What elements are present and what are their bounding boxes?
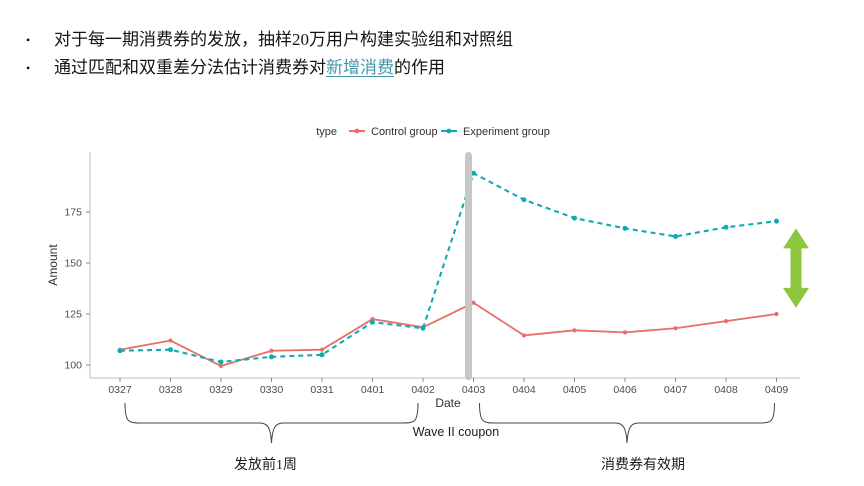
data-point-experiment [218,359,224,365]
bullet-item-1: • 对于每一期消费券的发放，抽样20万用户构建实验组和对照组 [26,26,666,54]
data-point-control [723,319,729,324]
bullet-item-2: • 通过匹配和双重差分法估计消费券对新增消费的作用 [26,54,666,82]
x-tick-label: 0408 [714,384,738,396]
bullet-text-1: 对于每一期消费券的发放，抽样20万用户构建实验组和对照组 [54,30,513,49]
coupon-wave-label: Wave II coupon [413,425,499,439]
brace-label-valid-period: 消费券有效期 [601,457,685,473]
data-point-experiment [723,224,729,230]
x-tick-label: 0407 [664,384,688,396]
experiment-line [119,171,777,364]
x-tick-label: 0409 [765,384,789,396]
y-axis-title: Amount [46,244,60,286]
data-point-control [622,330,628,335]
bullet-marker: • [26,61,31,75]
data-point-control [572,328,577,333]
x-axis-title: Date [435,396,461,410]
x-tick-label: 0330 [260,384,284,396]
x-tick-label: 0402 [411,384,435,396]
legend-key-point [354,128,360,134]
brace-pre-period [124,402,419,444]
y-tick-label: 175 [64,207,82,219]
data-point-experiment [269,354,274,360]
brace-valid-period [479,402,775,444]
x-tick-label: 0404 [512,384,536,396]
data-point-control [774,311,779,317]
data-point-experiment [622,225,628,231]
data-point-experiment [319,352,325,358]
data-point-experiment [673,233,678,239]
x-tick-label: 0405 [563,384,587,396]
data-point-experiment [572,215,577,221]
x-tick-label: 0328 [159,384,183,396]
data-point-experiment [370,319,375,325]
y-tick-label: 125 [64,309,82,321]
legend-title: type [316,126,337,138]
bullet-list: • 对于每一期消费券的发放，抽样20万用户构建实验组和对照组 • 通过匹配和双重… [26,26,666,82]
data-point-experiment [117,348,123,354]
data-point-experiment [471,170,476,176]
data-point-experiment [521,197,527,203]
x-tick-label: 0327 [108,384,132,396]
control-line [119,301,777,367]
bullet-text-2: 通过匹配和双重差分法估计消费券对新增消费的作用 [54,58,445,77]
x-tick-label: 0406 [613,384,637,396]
data-point-control [319,347,325,352]
y-tick-label: 150 [64,258,82,270]
x-tick-label: 0329 [209,384,233,396]
data-point-experiment [774,218,779,224]
gap-arrow [783,228,809,308]
data-point-control [269,348,274,353]
data-point-experiment [420,325,426,331]
y-tick-label: 100 [64,360,82,372]
data-point-control [168,338,173,343]
x-tick-label: 0401 [361,384,385,396]
data-point-experiment [168,347,173,353]
data-point-control [471,300,476,305]
legend-key-point [446,128,452,134]
highlight-text-2: 新增消费 [326,58,394,77]
x-tick-label: 0403 [462,384,486,396]
brace-label-pre-period: 发放前1周 [234,456,297,473]
data-point-control [673,326,678,331]
x-tick-label: 0331 [310,384,334,396]
data-point-control [521,333,527,338]
legend-label-control: Control group [371,126,438,138]
data-point-control [218,363,224,369]
bullet-marker: • [26,33,31,47]
legend-label-experiment: Experiment group [463,126,550,138]
coupon-issue-bar [465,152,472,380]
